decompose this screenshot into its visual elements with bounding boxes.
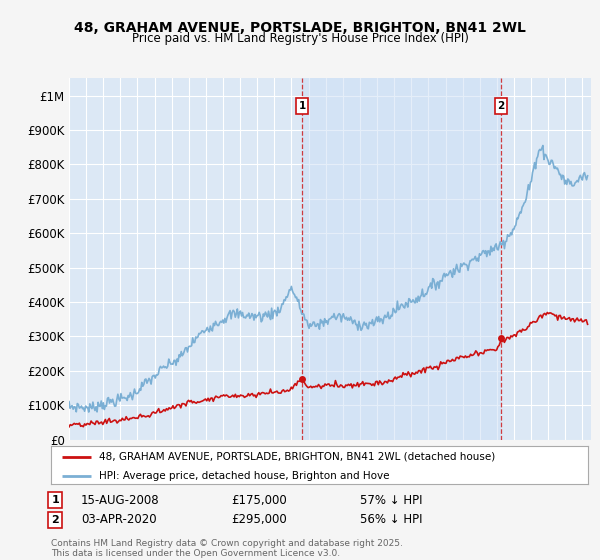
Text: 2: 2 <box>497 101 505 111</box>
Text: Contains HM Land Registry data © Crown copyright and database right 2025.
This d: Contains HM Land Registry data © Crown c… <box>51 539 403 558</box>
Text: 2: 2 <box>52 515 59 525</box>
Text: 57% ↓ HPI: 57% ↓ HPI <box>360 493 422 507</box>
Text: Price paid vs. HM Land Registry's House Price Index (HPI): Price paid vs. HM Land Registry's House … <box>131 32 469 45</box>
Text: 48, GRAHAM AVENUE, PORTSLADE, BRIGHTON, BN41 2WL (detached house): 48, GRAHAM AVENUE, PORTSLADE, BRIGHTON, … <box>100 451 496 461</box>
Text: £175,000: £175,000 <box>231 493 287 507</box>
Text: 03-APR-2020: 03-APR-2020 <box>81 513 157 526</box>
Bar <box>302 78 501 440</box>
Text: 15-AUG-2008: 15-AUG-2008 <box>81 493 160 507</box>
Text: HPI: Average price, detached house, Brighton and Hove: HPI: Average price, detached house, Brig… <box>100 471 390 481</box>
Text: £295,000: £295,000 <box>231 513 287 526</box>
Text: 56% ↓ HPI: 56% ↓ HPI <box>360 513 422 526</box>
Text: 1: 1 <box>52 495 59 505</box>
Text: 1: 1 <box>298 101 306 111</box>
Text: 48, GRAHAM AVENUE, PORTSLADE, BRIGHTON, BN41 2WL: 48, GRAHAM AVENUE, PORTSLADE, BRIGHTON, … <box>74 21 526 35</box>
